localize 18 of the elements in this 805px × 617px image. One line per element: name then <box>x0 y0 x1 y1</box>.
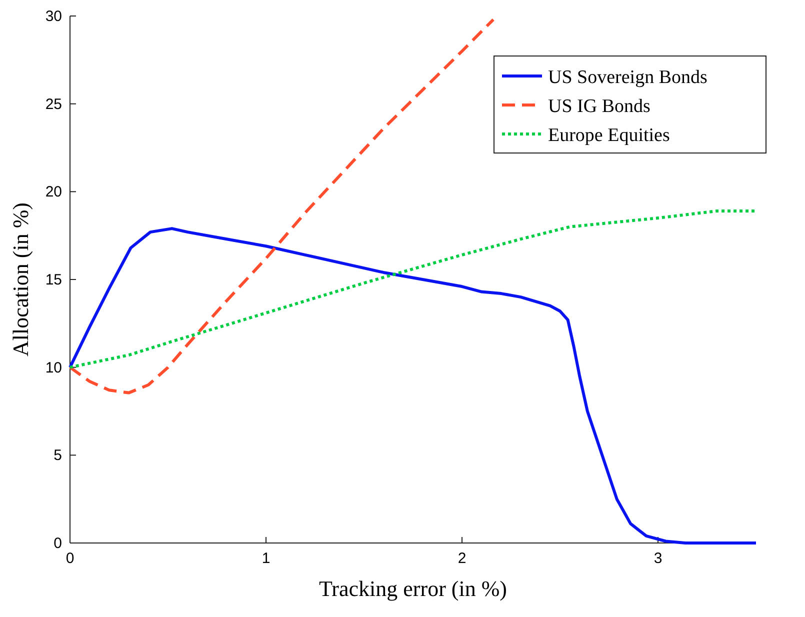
line-series <box>68 18 495 394</box>
x-tick-label: 1 <box>262 550 270 567</box>
x-tick-label: 3 <box>654 550 662 567</box>
y-tick-label: 10 <box>45 359 62 376</box>
y-axis-title: Allocation (in %) <box>8 202 33 356</box>
legend-label: US Sovereign Bonds <box>548 67 708 88</box>
legend-label: Europe Equities <box>548 125 670 146</box>
y-tick-label: 30 <box>45 8 62 25</box>
x-axis-title: Tracking error (in %) <box>319 576 507 601</box>
y-tick-label: 0 <box>54 535 62 552</box>
legend-label: US IG Bonds <box>548 96 650 117</box>
x-tick-label: 0 <box>66 550 74 567</box>
line-series <box>68 209 758 369</box>
y-tick-label: 20 <box>45 184 62 201</box>
y-tick-label: 25 <box>45 96 62 113</box>
y-tick-label: 15 <box>45 272 62 288</box>
y-tick-label: 5 <box>54 447 62 464</box>
x-tick-label: 2 <box>458 550 466 567</box>
